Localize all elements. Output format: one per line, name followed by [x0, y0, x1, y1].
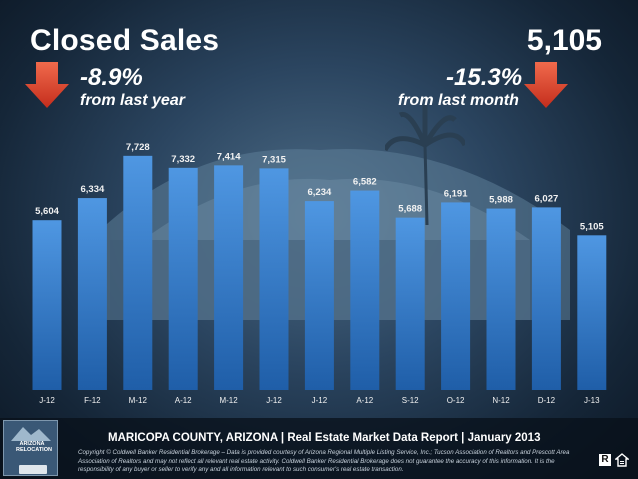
copyright-text: Copyright © Coldwell Banker Residential …	[78, 449, 570, 474]
x-tick-label: J-12	[312, 396, 328, 405]
down-arrow-icon	[25, 62, 69, 108]
bar-chart: 5,604 6,334 7,728 7,332 7,414 7,315 6,234 6,582…	[32, 142, 607, 405]
bar-value-label: 7,414	[217, 151, 241, 162]
x-tick-label: M-12	[129, 396, 148, 405]
company-logo: ARIZONA RELOCATION	[3, 420, 58, 476]
x-tick-label: J-13	[584, 396, 600, 405]
bar-value-label: 6,582	[353, 177, 377, 188]
bar-value-label: 5,988	[489, 195, 513, 206]
bar-s-12	[395, 217, 425, 390]
x-tick-label: A-12	[356, 396, 373, 405]
logo-graphic-icon	[11, 427, 51, 441]
bar-m-12	[123, 155, 153, 390]
x-tick-label: O-12	[447, 396, 465, 405]
year-change-label: from last year	[80, 92, 185, 109]
bar-a-12	[168, 167, 198, 390]
bar-value-label: 6,027	[535, 193, 559, 204]
bar-value-label: 5,105	[580, 221, 604, 232]
bar-j-13	[577, 235, 607, 390]
page-title: Closed Sales	[30, 24, 220, 57]
logo-badge	[19, 465, 47, 474]
bar-value-label: 6,234	[308, 187, 332, 198]
bar-d-12	[531, 207, 561, 390]
bar-j-12	[304, 201, 334, 390]
bar-o-12	[441, 202, 471, 390]
palm-tree-image	[385, 105, 465, 225]
month-change-value: -15.3%	[446, 64, 523, 91]
x-tick-label: J-12	[266, 396, 282, 405]
bar-a-12	[350, 190, 380, 390]
year-change-value: -8.9%	[80, 64, 143, 91]
down-arrow-icon	[524, 62, 568, 108]
bar-value-label: 6,191	[444, 188, 468, 199]
bar-f-12	[77, 198, 107, 390]
bar-j-12	[32, 220, 62, 390]
footer-title: MARICOPA COUNTY, ARIZONA | Real Estate M…	[108, 432, 541, 444]
bar-value-label: 7,332	[171, 154, 195, 165]
equal-housing-icon	[615, 453, 629, 467]
bar-value-label: 5,604	[35, 206, 59, 217]
x-tick-label: N-12	[492, 396, 510, 405]
x-tick-label: J-12	[39, 396, 55, 405]
realtor-r-icon: R	[599, 454, 611, 466]
x-tick-label: D-12	[538, 396, 556, 405]
bar-j-12	[259, 168, 289, 390]
total-value: 5,105	[526, 24, 602, 57]
logo-text: ARIZONA RELOCATION	[16, 441, 52, 453]
x-tick-label: M-12	[219, 396, 238, 405]
bar-value-label: 7,315	[262, 154, 286, 165]
bar-n-12	[486, 208, 516, 390]
x-tick-label: S-12	[402, 396, 419, 405]
month-change-label: from last month	[398, 92, 519, 109]
x-tick-label: A-12	[175, 396, 192, 405]
bar-m-12	[214, 165, 244, 390]
bar-value-label: 5,688	[398, 204, 422, 215]
bar-value-label: 7,728	[126, 142, 150, 153]
footer-band	[0, 418, 638, 479]
x-tick-label: F-12	[84, 396, 101, 405]
bar-value-label: 6,334	[81, 184, 105, 195]
